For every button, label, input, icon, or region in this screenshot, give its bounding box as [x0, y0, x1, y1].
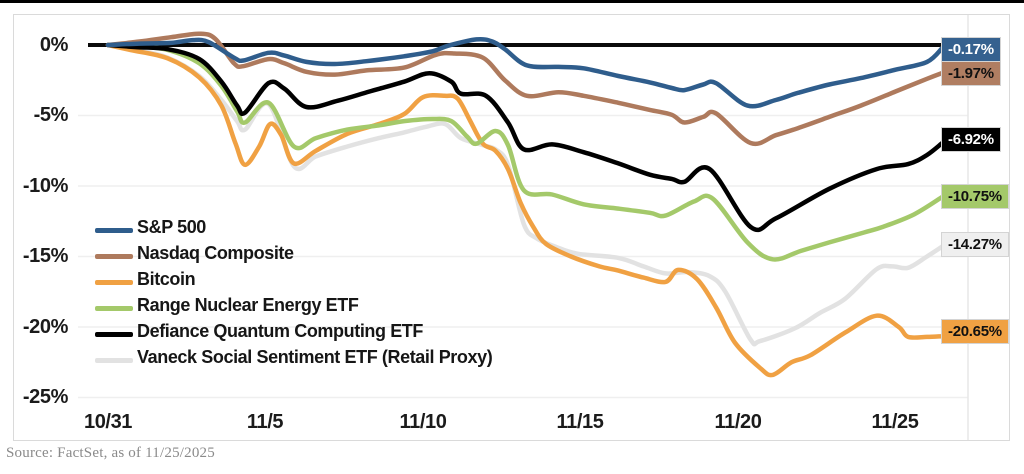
x-axis-tick-label: 11/5	[246, 411, 284, 433]
legend-label: Defiance Quantum Computing ETF	[137, 321, 424, 341]
legend-swatch	[95, 332, 133, 337]
legend-swatch	[95, 358, 133, 363]
series-end-value-badge: -14.27%	[941, 232, 1009, 257]
y-axis-tick-label: -20%	[22, 316, 68, 338]
legend-label: Bitcoin	[137, 269, 196, 289]
chart-border	[13, 14, 1010, 441]
series-end-value-badge: -6.92%	[941, 127, 1001, 152]
series-end-value-badge: -10.75%	[941, 184, 1009, 209]
x-axis-tick-label: 10/31	[83, 411, 133, 433]
legend-swatch	[95, 306, 133, 311]
legend-label: Range Nuclear Energy ETF	[137, 295, 359, 315]
y-axis-tick-label: -25%	[22, 386, 68, 408]
source-attribution: Source: FactSet, as of 11/25/2025	[6, 445, 215, 461]
legend-label: Vaneck Social Sentiment ETF (Retail Prox…	[137, 347, 493, 367]
y-axis-tick-label: -15%	[22, 245, 68, 267]
legend-label: S&P 500	[137, 217, 206, 237]
series-end-value-badge: -20.65%	[941, 319, 1009, 344]
y-axis-tick-label: -10%	[22, 175, 68, 197]
x-axis-tick-label: 11/10	[399, 411, 447, 433]
top-border-rule	[0, 0, 1024, 3]
x-axis-tick-label: 11/20	[714, 411, 762, 433]
x-axis-tick-label: 11/25	[871, 411, 919, 433]
legend-label: Nasdaq Composite	[137, 243, 294, 263]
y-axis-tick-label: 0%	[39, 34, 69, 56]
x-axis-tick-label: 11/15	[556, 411, 604, 433]
legend-swatch	[95, 228, 133, 233]
legend-swatch	[95, 254, 133, 259]
legend-swatch	[95, 280, 133, 285]
y-axis-tick-label: -5%	[33, 104, 69, 126]
series-end-value-badge: -0.17%	[941, 37, 1001, 62]
series-end-value-badge: -1.97%	[941, 61, 1001, 86]
